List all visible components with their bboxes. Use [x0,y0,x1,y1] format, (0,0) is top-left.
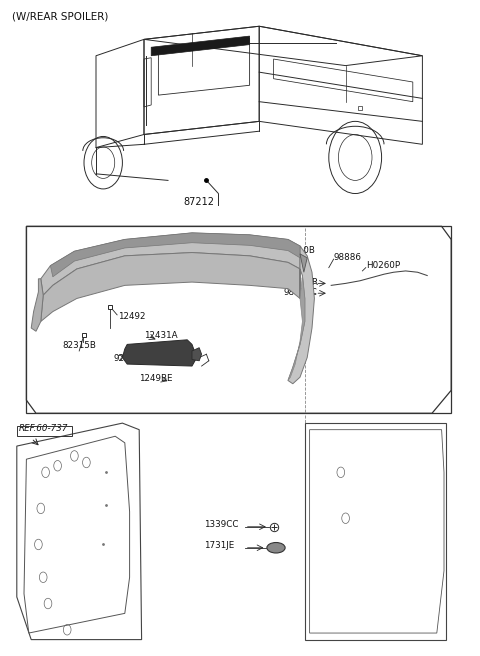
Text: 12492: 12492 [118,312,145,321]
Polygon shape [41,233,300,295]
Text: 82315B: 82315B [62,340,96,350]
Text: 87212: 87212 [184,197,215,207]
Text: 1339CC: 1339CC [204,520,239,529]
Text: H0260P: H0260P [366,260,400,270]
Text: H0310R: H0310R [283,277,318,287]
Text: 1249BE: 1249BE [139,374,173,383]
Polygon shape [151,36,250,56]
Polygon shape [300,254,307,272]
Text: 1731JE: 1731JE [204,541,234,550]
Polygon shape [41,253,300,321]
Bar [17,426,72,436]
Text: 85110B: 85110B [281,246,315,255]
Polygon shape [50,233,300,277]
Text: 98410C: 98410C [283,288,317,297]
Polygon shape [288,246,314,384]
Text: REF.60-737: REF.60-737 [19,424,69,433]
Text: (W/REAR SPOILER): (W/REAR SPOILER) [12,12,108,22]
Text: 98886: 98886 [334,253,361,262]
Polygon shape [122,340,197,366]
Polygon shape [288,276,305,380]
Text: 12431A: 12431A [144,331,178,340]
Text: 92750A: 92750A [113,354,147,363]
Ellipse shape [267,543,285,553]
Bar [26,226,451,413]
Polygon shape [31,279,43,331]
Polygon shape [192,348,202,361]
